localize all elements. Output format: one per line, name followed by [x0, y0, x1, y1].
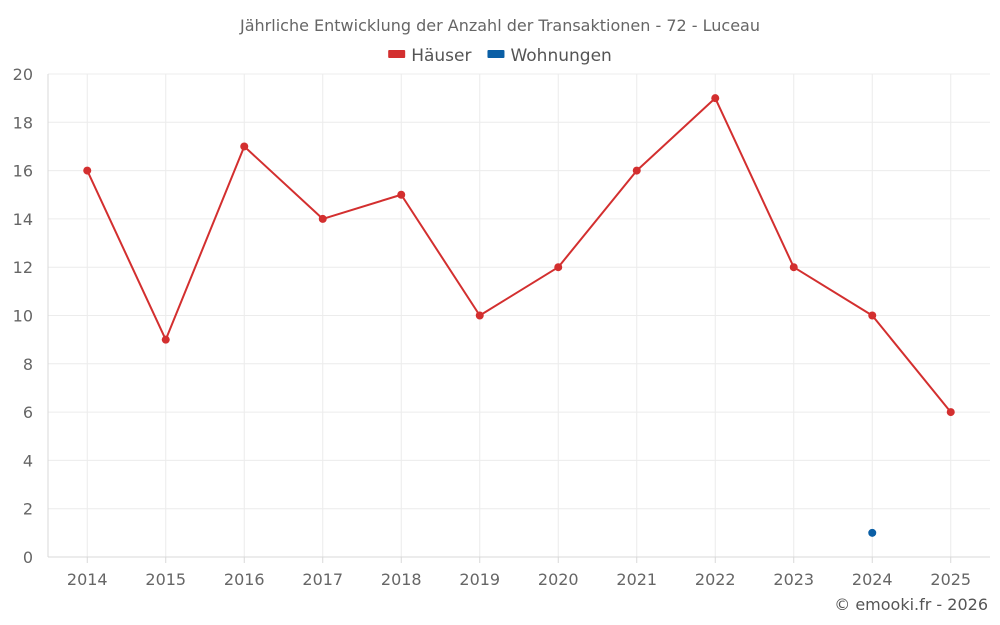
data-point — [83, 166, 92, 175]
y-tick-label: 2 — [23, 500, 33, 519]
x-tick-label: 2015 — [145, 570, 186, 589]
x-tick-label: 2019 — [459, 570, 500, 589]
x-tick-label: 2014 — [67, 570, 108, 589]
credit-text: © emooki.fr - 2026 — [834, 595, 988, 614]
legend-item: Wohnungen — [487, 46, 612, 66]
y-tick-label: 0 — [23, 548, 33, 567]
axes: 0 2 4 6 8 10 12 14 16 18 20 2014 2015 2016 2017 2018 201… — [13, 65, 990, 589]
legend-swatch — [388, 50, 406, 58]
series-1 — [83, 94, 955, 417]
series-2 — [868, 528, 877, 537]
x-tick-label: 2023 — [773, 570, 814, 589]
x-tick-label: 2018 — [381, 570, 422, 589]
y-tick-label: 6 — [23, 403, 33, 422]
y-tick-label: 4 — [23, 451, 33, 470]
data-point — [868, 311, 877, 320]
x-tick-label: 2016 — [224, 570, 265, 589]
chart-title: Jährliche Entwicklung der Anzahl der Tra… — [239, 16, 760, 35]
legend-item: Häuser — [388, 46, 471, 66]
legend: Häuser Wohnungen — [388, 46, 612, 66]
x-tick-label: 2025 — [930, 570, 971, 589]
x-tick-label: 2024 — [852, 570, 893, 589]
data-point — [318, 214, 327, 223]
data-point — [868, 528, 877, 537]
y-tick-label: 18 — [13, 113, 33, 132]
y-tick-label: 8 — [23, 355, 33, 374]
y-tick-label: 16 — [13, 162, 33, 181]
data-point — [554, 263, 563, 272]
data-point — [475, 311, 484, 320]
grid — [48, 73, 990, 557]
y-tick-label: 12 — [13, 258, 33, 277]
data-point — [711, 94, 720, 103]
data-point — [789, 263, 798, 272]
y-tick-label: 14 — [13, 210, 33, 229]
data-point — [397, 190, 406, 199]
legend-label: Wohnungen — [510, 46, 611, 66]
x-tick-label: 2021 — [616, 570, 657, 589]
data-point — [632, 166, 641, 175]
x-tick-label: 2022 — [695, 570, 736, 589]
data-point — [946, 408, 955, 417]
x-tick-label: 2020 — [538, 570, 579, 589]
legend-swatch — [487, 50, 505, 58]
legend-label: Häuser — [411, 46, 471, 66]
data-point — [161, 335, 170, 344]
y-tick-label: 10 — [13, 307, 33, 326]
series-line — [86, 97, 952, 413]
series — [83, 94, 955, 537]
data-point — [240, 142, 249, 151]
x-tick-label: 2017 — [302, 570, 343, 589]
y-tick-label: 20 — [13, 65, 33, 84]
